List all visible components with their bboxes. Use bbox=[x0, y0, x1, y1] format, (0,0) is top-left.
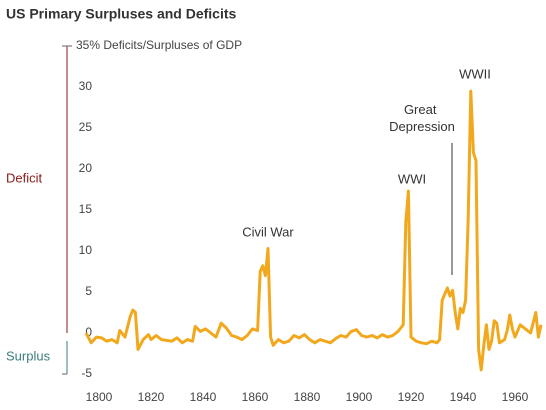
y-tick-label: 0 bbox=[85, 325, 92, 339]
y-tick-label: 10 bbox=[79, 243, 93, 257]
x-tick-label: 1940 bbox=[450, 390, 477, 404]
x-tick-label: 1960 bbox=[502, 390, 529, 404]
y-tick-label: 15 bbox=[79, 202, 93, 216]
surplus-label: Surplus bbox=[6, 348, 51, 363]
x-tick-label: 1900 bbox=[346, 390, 373, 404]
annotation: WWI bbox=[398, 171, 426, 186]
x-tick-label: 1920 bbox=[398, 390, 425, 404]
y-tick-label: 35% Deficits/Surpluses of GDP bbox=[76, 38, 242, 52]
deficit-label: Deficit bbox=[6, 170, 43, 185]
y-tick-label: 30 bbox=[79, 79, 93, 93]
y-tick-label: 25 bbox=[79, 120, 93, 134]
x-tick-label: 1840 bbox=[190, 390, 217, 404]
line-series bbox=[84, 89, 543, 372]
x-tick-label: 1880 bbox=[294, 390, 321, 404]
x-tick-label: 1800 bbox=[86, 390, 113, 404]
chart-title: US Primary Surpluses and Deficits bbox=[6, 6, 237, 22]
y-tick-label: -5 bbox=[81, 366, 92, 380]
annotation: WWII bbox=[459, 66, 491, 81]
y-tick-label: 5 bbox=[85, 284, 92, 298]
x-tick-label: 1820 bbox=[138, 390, 165, 404]
annotation: Great Depression bbox=[389, 102, 455, 134]
annotation: Civil War bbox=[242, 224, 294, 239]
y-tick-label: 20 bbox=[79, 161, 93, 175]
x-tick-label: 1860 bbox=[242, 390, 269, 404]
